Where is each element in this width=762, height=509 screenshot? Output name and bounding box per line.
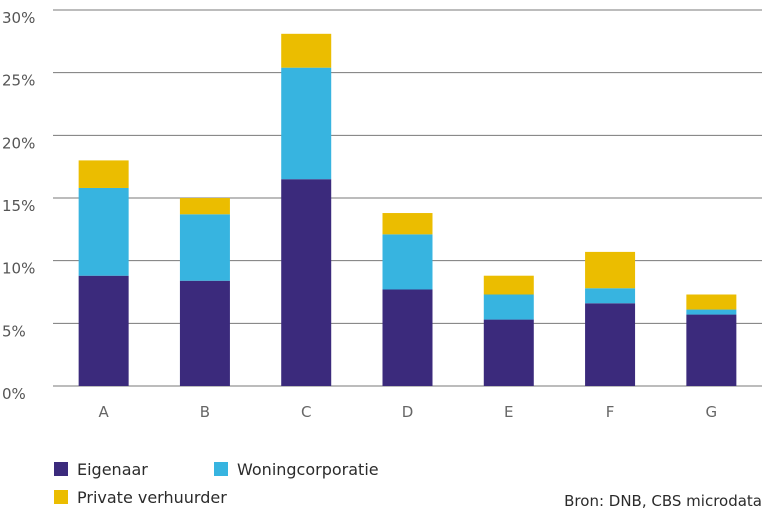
x-tick-label: D (402, 403, 414, 421)
bar-segment (382, 289, 433, 386)
bar-segment (179, 280, 230, 386)
bar-segment (281, 67, 332, 180)
bar-segment (382, 213, 433, 235)
y-tick-label: 5% (2, 322, 26, 340)
bar-segment (686, 314, 737, 386)
x-tick-label: B (200, 403, 210, 421)
legend-swatch (54, 462, 68, 476)
bar-segment (382, 234, 433, 290)
source-note: Bron: DNB, CBS microdata (564, 492, 762, 509)
bar-segment (179, 198, 230, 215)
bar-segment (585, 303, 636, 386)
y-tick-label: 25% (2, 72, 35, 90)
bar-segment (78, 187, 129, 276)
legend-swatch (214, 462, 228, 476)
legend-label: Eigenaar (77, 460, 148, 479)
bars (78, 33, 737, 386)
bar-segment (78, 275, 129, 386)
x-axis-ticks: A B C D E F G (99, 403, 718, 421)
bar-segment (179, 214, 230, 281)
bar-segment (483, 275, 534, 295)
bar-segment (686, 309, 737, 315)
bar-segment (585, 251, 636, 289)
y-tick-label: 10% (2, 260, 35, 278)
legend-label: Woningcorporatie (237, 460, 379, 479)
bar-segment (281, 179, 332, 386)
x-tick-label: F (606, 403, 615, 421)
bar-segment (483, 294, 534, 320)
y-axis-ticks: 0% 5% 10% 15% 20% 25% 30% (2, 9, 35, 403)
x-tick-label: C (301, 403, 311, 421)
bar-segment (585, 288, 636, 304)
legend-label: Private verhuurder (77, 488, 227, 507)
x-tick-label: G (706, 403, 718, 421)
y-tick-label: 20% (2, 134, 35, 152)
x-tick-label: E (504, 403, 513, 421)
legend-swatch (54, 490, 68, 504)
legend: Eigenaar Woningcorporatie Private verhuurd… (54, 460, 379, 507)
y-tick-label: 0% (2, 385, 26, 403)
bar-segment (78, 160, 129, 188)
y-tick-label: 30% (2, 9, 35, 27)
bar-segment (281, 33, 332, 68)
x-tick-label: A (99, 403, 110, 421)
bar-segment (483, 319, 534, 386)
y-tick-label: 15% (2, 197, 35, 215)
bar-segment (686, 294, 737, 310)
